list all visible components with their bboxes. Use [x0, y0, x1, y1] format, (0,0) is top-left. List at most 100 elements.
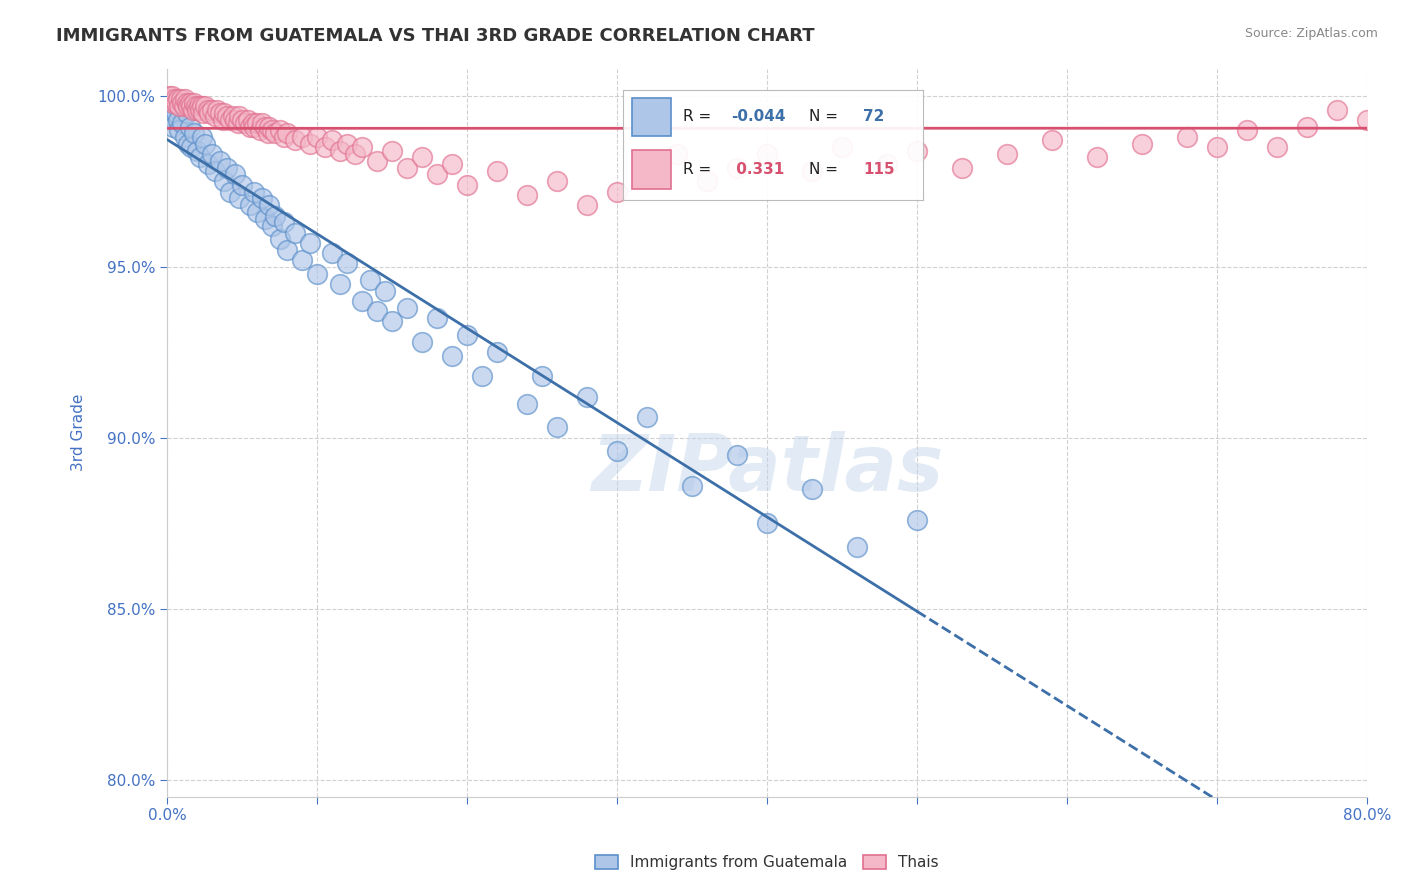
- Point: [160, 88, 183, 103]
- Point: [219, 112, 242, 127]
- Point: [204, 109, 226, 123]
- Point: [359, 273, 381, 287]
- Point: [284, 226, 307, 240]
- Point: [636, 410, 658, 425]
- Point: [166, 112, 188, 127]
- Point: [471, 369, 494, 384]
- Point: [441, 349, 464, 363]
- Point: [696, 174, 718, 188]
- Point: [486, 164, 509, 178]
- Point: [352, 140, 374, 154]
- Point: [1175, 129, 1198, 144]
- Point: [396, 161, 419, 175]
- Point: [160, 95, 183, 110]
- Point: [163, 92, 186, 106]
- Point: [197, 103, 219, 117]
- Text: Source: ZipAtlas.com: Source: ZipAtlas.com: [1244, 27, 1378, 40]
- Point: [174, 129, 197, 144]
- Point: [801, 482, 824, 496]
- Point: [374, 284, 396, 298]
- Point: [231, 112, 253, 127]
- Point: [1265, 140, 1288, 154]
- Point: [159, 109, 181, 123]
- Point: [165, 106, 187, 120]
- Point: [204, 164, 226, 178]
- Point: [253, 120, 276, 134]
- Point: [264, 127, 287, 141]
- Point: [198, 106, 221, 120]
- Point: [219, 185, 242, 199]
- Point: [756, 516, 779, 531]
- Point: [831, 140, 853, 154]
- Point: [228, 109, 250, 123]
- Point: [188, 150, 211, 164]
- Point: [273, 129, 295, 144]
- Point: [666, 147, 689, 161]
- Point: [262, 219, 284, 233]
- Point: [187, 99, 209, 113]
- Point: [257, 120, 280, 134]
- Point: [180, 99, 202, 113]
- Point: [184, 99, 207, 113]
- Point: [191, 106, 214, 120]
- Point: [253, 211, 276, 226]
- Point: [188, 103, 211, 117]
- Point: [239, 120, 262, 134]
- Point: [876, 157, 898, 171]
- Point: [262, 123, 284, 137]
- Text: IMMIGRANTS FROM GUATEMALA VS THAI 3RD GRADE CORRELATION CHART: IMMIGRANTS FROM GUATEMALA VS THAI 3RD GR…: [56, 27, 815, 45]
- Point: [179, 95, 201, 110]
- Point: [183, 127, 205, 141]
- Point: [426, 168, 449, 182]
- Point: [336, 256, 359, 270]
- Point: [606, 185, 628, 199]
- Point: [276, 243, 298, 257]
- Y-axis label: 3rd Grade: 3rd Grade: [72, 394, 86, 471]
- Point: [157, 99, 180, 113]
- Point: [233, 116, 256, 130]
- Point: [211, 112, 233, 127]
- Point: [242, 116, 264, 130]
- Point: [157, 88, 180, 103]
- Point: [172, 95, 194, 110]
- Point: [201, 103, 224, 117]
- Point: [163, 92, 186, 106]
- Point: [224, 112, 246, 127]
- Point: [169, 99, 191, 113]
- Point: [456, 328, 478, 343]
- Legend: Immigrants from Guatemala, Thais: Immigrants from Guatemala, Thais: [589, 849, 945, 877]
- Point: [298, 136, 321, 151]
- Point: [352, 293, 374, 308]
- Point: [307, 267, 329, 281]
- Point: [173, 99, 195, 113]
- Point: [239, 198, 262, 212]
- Point: [1040, 133, 1063, 147]
- Point: [180, 140, 202, 154]
- Point: [256, 127, 278, 141]
- Point: [801, 164, 824, 178]
- Point: [725, 161, 748, 175]
- Point: [298, 235, 321, 250]
- Point: [246, 205, 269, 219]
- Point: [291, 129, 314, 144]
- Point: [236, 112, 259, 127]
- Point: [243, 120, 266, 134]
- Point: [186, 103, 208, 117]
- Point: [516, 396, 538, 410]
- Point: [167, 123, 190, 137]
- Point: [190, 99, 212, 113]
- Point: [546, 174, 568, 188]
- Point: [576, 198, 599, 212]
- Point: [243, 185, 266, 199]
- Point: [222, 109, 245, 123]
- Point: [226, 116, 249, 130]
- Point: [950, 161, 973, 175]
- Point: [366, 304, 388, 318]
- Point: [186, 144, 208, 158]
- Point: [336, 136, 359, 151]
- Point: [381, 144, 404, 158]
- Point: [606, 444, 628, 458]
- Point: [366, 153, 388, 168]
- Point: [905, 513, 928, 527]
- Point: [516, 188, 538, 202]
